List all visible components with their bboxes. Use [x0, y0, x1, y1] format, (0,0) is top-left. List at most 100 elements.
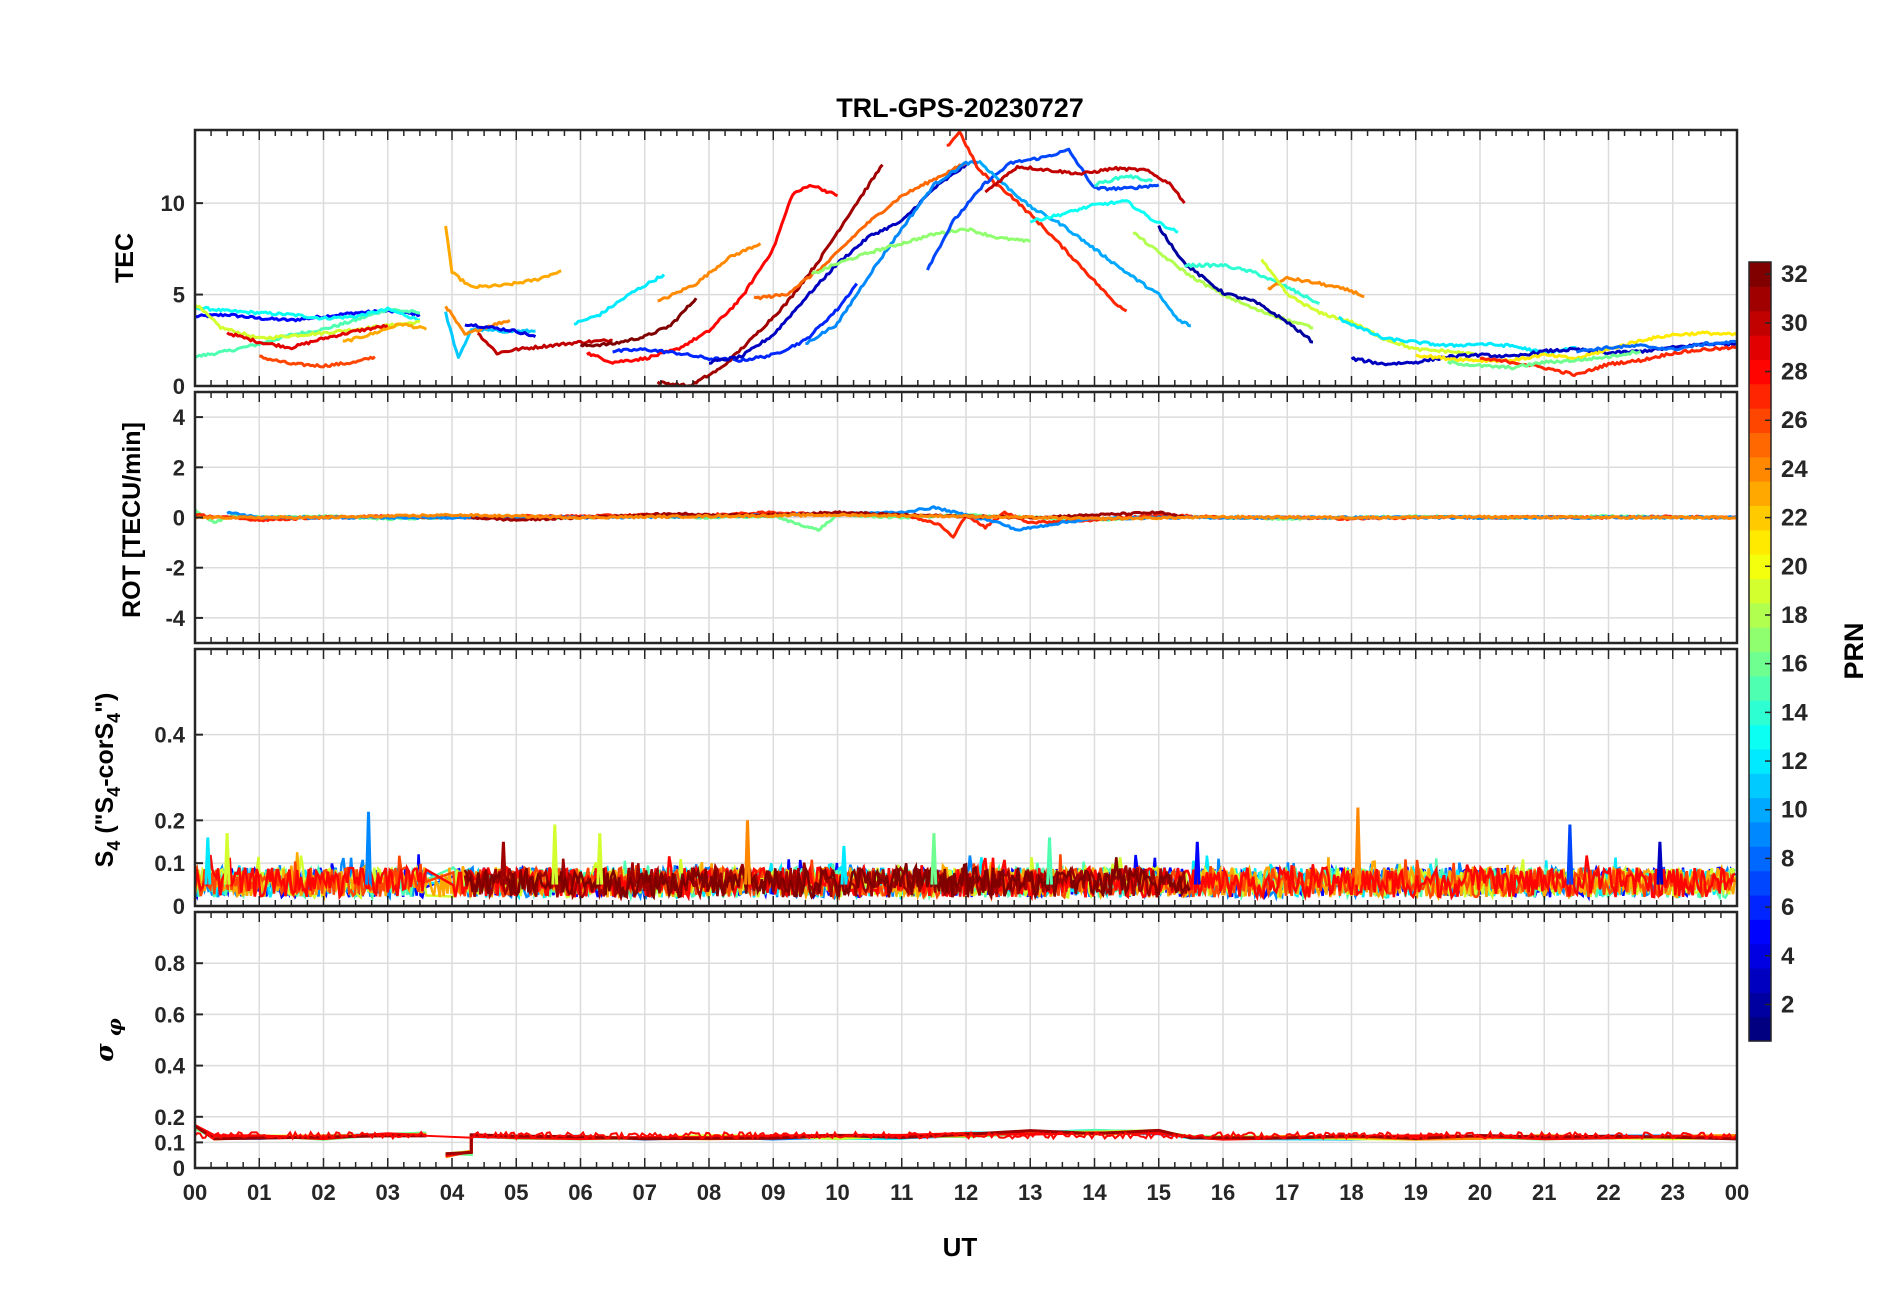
panel-sigma-phi: 00.10.2 0.4 0.6 0.8 σ φ [90, 910, 1739, 1181]
y-tick-label: 0.1 [154, 1130, 185, 1155]
x-tick-label: 16 [1211, 1180, 1235, 1205]
prn-series-line [810, 227, 1031, 276]
x-tick-label: 14 [1082, 1180, 1107, 1205]
x-tick-label: 02 [311, 1180, 335, 1205]
colorbar-tick-label: 24 [1781, 456, 1808, 483]
s4-peak [1046, 837, 1053, 885]
y-tick-label: 0 [173, 894, 185, 919]
y-tick-label: 10 [161, 191, 185, 216]
s4-peak [1354, 807, 1362, 885]
x-tick-label: 00 [183, 1180, 207, 1205]
colorbar-segment [1749, 894, 1771, 920]
sigma-phi-series [195, 1123, 1737, 1159]
prn-series-line [444, 225, 562, 289]
x-tick-label: 13 [1018, 1180, 1042, 1205]
prn-series-line [195, 1130, 1737, 1141]
prn-series-line [805, 160, 980, 345]
sigma-phi-grid [195, 912, 1737, 1169]
prn-series-line [1350, 341, 1737, 367]
colorbar-segment [1749, 456, 1771, 482]
axes-box [193, 128, 1739, 388]
x-axis-label: UT [943, 1232, 978, 1262]
prn-series-line [946, 130, 1128, 313]
x-tick-label: 03 [376, 1180, 400, 1205]
tec-grid [195, 130, 1737, 387]
tec-ylabel: TEC [111, 233, 139, 283]
x-tick-label: 07 [633, 1180, 657, 1205]
y-tick-label: 0.4 [154, 1054, 185, 1079]
y-tick-label: 0 [173, 1156, 185, 1181]
colorbar-segment [1749, 529, 1771, 555]
colorbar-tick-label: 32 [1781, 261, 1808, 288]
x-tick-label: 15 [1147, 1180, 1171, 1205]
y-tick-label: 0.8 [154, 951, 185, 976]
s4-peak [1193, 841, 1201, 885]
prn-series-line [1157, 225, 1314, 344]
colorbar-segment [1749, 748, 1771, 774]
s4-peak [365, 811, 372, 885]
colorbar-segment [1749, 554, 1771, 580]
prn-series-line [657, 242, 762, 303]
prn-series-line [1575, 339, 1737, 354]
prn-series-line [195, 854, 1736, 902]
s4-peak [204, 837, 212, 885]
prn-series-line [612, 282, 858, 363]
colorbar-tick-label: 12 [1781, 748, 1808, 775]
colorbar-segment [1749, 432, 1771, 458]
s4-peak [840, 845, 848, 885]
sigma-phi-ylabel: σ φ [90, 1018, 126, 1062]
colorbar-tick-label: 30 [1781, 310, 1808, 337]
y-tick-label: 0 [173, 374, 185, 399]
y-tick-label: 4 [173, 405, 186, 430]
s4-peak [500, 841, 507, 885]
colorbar-segment [1749, 651, 1771, 677]
x-tick-label: 22 [1596, 1180, 1620, 1205]
colorbar-segment [1749, 967, 1771, 993]
y-tick-label: 0.4 [154, 723, 185, 748]
colorbar-segment [1749, 578, 1771, 604]
y-tick-label: 0 [173, 506, 185, 531]
colorbar-segment [1749, 262, 1771, 287]
prn-series-line [977, 159, 1191, 328]
colorbar-label: PRN [1839, 622, 1869, 679]
x-tick-label: 04 [440, 1180, 465, 1205]
axes-box [193, 647, 1739, 908]
tec-y-ticks: 0 5 10 [161, 128, 1739, 399]
x-tick-label: 11 [890, 1180, 913, 1205]
prn-series-line [444, 311, 536, 359]
tec-series [195, 130, 1737, 386]
x-tick-label: 20 [1468, 1180, 1492, 1205]
s4-peak [1656, 841, 1664, 885]
y-tick-label: -4 [165, 606, 185, 631]
prn-series-line [476, 332, 613, 356]
colorbar-tick-label: 4 [1781, 943, 1795, 970]
y-tick-label: 0.1 [154, 851, 185, 876]
colorbar-segment [1749, 383, 1771, 409]
x-axis-ticks: 00 01 02 03 04 05 06 07 08 09 10 11 12 13 14 15 16 17 18 19… [183, 1180, 1749, 1205]
colorbar-tick-label: 6 [1781, 894, 1794, 921]
axes-box [193, 910, 1739, 1170]
colorbar-tick-label: 26 [1781, 407, 1808, 434]
axes-box [193, 390, 1739, 645]
prn-series-line [926, 147, 1160, 271]
panel-s4: 0 0.1 0.2 0.4 S4 ("S4-corS4") [91, 647, 1739, 919]
prn-series-line [1260, 258, 1481, 357]
prn-series-line [1184, 262, 1321, 306]
s4-y-ticks: 0 0.1 0.2 0.4 [154, 647, 1739, 919]
colorbar-segment [1749, 408, 1771, 433]
colorbar-segment [1749, 481, 1771, 507]
panel-rot: -4 -2 0 2 4 ROT [TECU/min] [118, 390, 1739, 645]
s4-peak [596, 833, 604, 885]
prn-series-line [1446, 349, 1642, 371]
x-tick-label: 09 [761, 1180, 785, 1205]
prn-series-line [464, 323, 537, 338]
s4-peak [1566, 824, 1574, 885]
colorbar-segment [1749, 846, 1771, 872]
prn-series-line [984, 164, 1186, 204]
prn-series-line [1029, 199, 1179, 234]
x-tick-label: 17 [1275, 1180, 1299, 1205]
x-tick-label: 01 [247, 1180, 271, 1205]
